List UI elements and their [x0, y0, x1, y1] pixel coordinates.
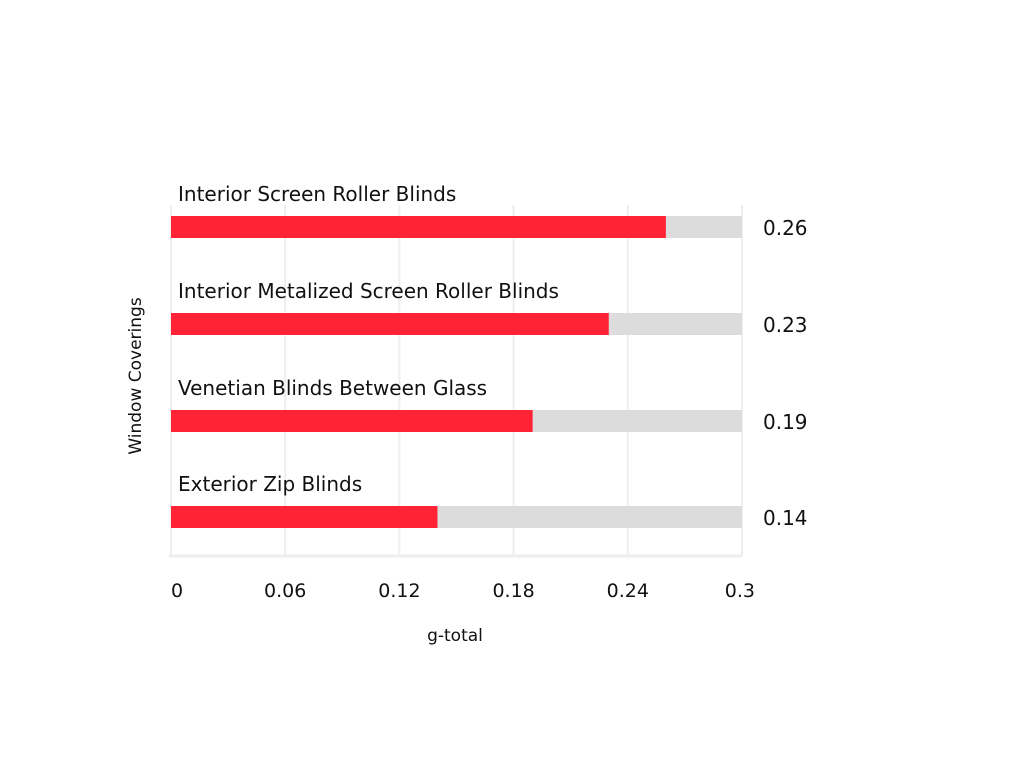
category-label: Venetian Blinds Between Glass: [178, 376, 487, 400]
bar: [171, 410, 533, 432]
bars: [171, 216, 742, 528]
x-tick-label: 0.18: [492, 580, 534, 602]
bar: [171, 216, 666, 238]
category-label: Interior Screen Roller Blinds: [178, 182, 456, 206]
value-label: 0.14: [763, 506, 808, 530]
x-tick-label: 0.24: [607, 580, 649, 602]
grid-lines: [169, 205, 743, 558]
category-label: Exterior Zip Blinds: [178, 472, 362, 496]
value-label: 0.23: [763, 313, 808, 337]
bar: [171, 506, 438, 528]
value-label: 0.19: [763, 410, 808, 434]
x-tick-label: 0.06: [264, 580, 306, 602]
category-label: Interior Metalized Screen Roller Blinds: [178, 279, 559, 303]
x-tick-label: 0.12: [378, 580, 420, 602]
bar: [171, 313, 609, 335]
x-axis-ticks: 0 0.06 0.12 0.18 0.24 0.3: [171, 580, 755, 602]
x-tick-label: 0: [171, 580, 183, 602]
y-axis-title: Window Coverings: [126, 297, 146, 455]
x-tick-label: 0.3: [725, 580, 755, 602]
x-axis-title: g-total: [427, 626, 483, 646]
value-label: 0.26: [763, 216, 808, 240]
labels: Interior Screen Roller Blinds 0.26 Interio…: [178, 182, 808, 530]
